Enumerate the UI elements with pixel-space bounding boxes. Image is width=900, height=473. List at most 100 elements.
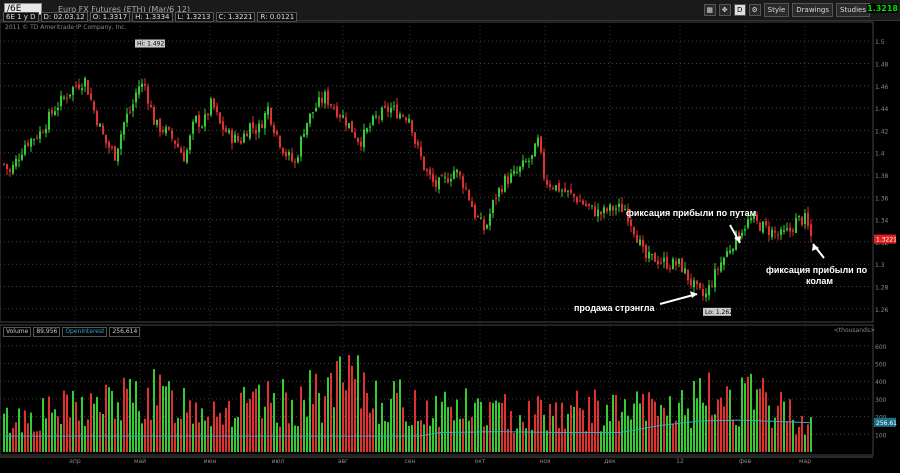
volume-bar xyxy=(474,402,476,452)
price-tick-label: 1.44 xyxy=(875,106,889,113)
volume-bar xyxy=(144,418,146,452)
volume-bar xyxy=(795,434,797,452)
candle-body xyxy=(108,142,110,148)
volume-bar xyxy=(393,381,395,452)
volume-bar xyxy=(213,401,215,452)
settings-icon[interactable]: ⚙ xyxy=(748,4,761,16)
candle-body xyxy=(246,133,248,137)
volume-bar xyxy=(636,391,638,452)
candle-body xyxy=(18,159,20,161)
candle-body xyxy=(282,147,284,154)
candle-body xyxy=(21,154,23,160)
volume-bar xyxy=(240,392,242,452)
candle-body xyxy=(570,189,572,193)
volume-bar xyxy=(324,396,326,452)
volume-bar xyxy=(441,401,443,452)
candle-body xyxy=(459,171,461,176)
candle-body xyxy=(732,248,734,252)
volume-bar xyxy=(147,387,149,452)
candle-body xyxy=(474,205,476,218)
volume-bar xyxy=(732,419,734,452)
volume-bar xyxy=(495,400,497,452)
candle-body xyxy=(495,198,497,200)
candle-body xyxy=(252,122,254,128)
drawings-button[interactable]: Drawings xyxy=(792,3,834,17)
volume-bar xyxy=(465,388,467,452)
candle-body xyxy=(810,224,812,237)
volume-bar xyxy=(108,387,110,452)
period-button[interactable]: D xyxy=(733,4,746,16)
volume-bar xyxy=(156,405,158,452)
candle-body xyxy=(726,251,728,257)
toolbar-right: ▦ ✥ D ⚙ Style Drawings Studies xyxy=(703,3,870,17)
volume-bar xyxy=(558,428,560,452)
pan-icon[interactable]: ✥ xyxy=(718,4,731,16)
candle-body xyxy=(750,218,752,221)
candle-body xyxy=(270,107,272,125)
candle-body xyxy=(87,80,89,95)
candle-body xyxy=(648,252,650,259)
candle-body xyxy=(210,98,212,115)
volume-bar xyxy=(768,405,770,452)
studies-button[interactable]: Studies xyxy=(836,3,870,17)
volume-bar xyxy=(735,425,737,452)
candle-body xyxy=(807,212,809,227)
candle-body xyxy=(324,92,326,104)
volume-bar xyxy=(387,422,389,452)
volume-bar xyxy=(3,413,5,452)
volume-bar xyxy=(273,392,275,452)
volume-bar xyxy=(129,379,131,452)
volume-bar xyxy=(741,377,743,452)
candle-body xyxy=(3,163,5,165)
volume-bar xyxy=(783,401,785,452)
grid-icon[interactable]: ▦ xyxy=(703,4,716,16)
candle-body xyxy=(219,112,221,124)
volume-bar xyxy=(84,425,86,452)
candle-body xyxy=(159,119,161,132)
volume-bar xyxy=(312,403,314,452)
candle-body xyxy=(75,85,77,87)
candle-body xyxy=(783,230,785,232)
candle-body xyxy=(501,188,503,192)
volume-bar xyxy=(483,426,485,452)
volume-bar xyxy=(57,416,59,452)
candle-body xyxy=(105,134,107,144)
volume-bar xyxy=(462,418,464,452)
candle-body xyxy=(735,231,737,250)
volume-bar xyxy=(342,382,344,452)
candle-body xyxy=(249,123,251,139)
candle-body xyxy=(603,207,605,214)
candle-body xyxy=(51,110,53,114)
candle-body xyxy=(639,239,641,245)
candle-body xyxy=(30,138,32,147)
candle-body xyxy=(555,185,557,191)
candle-body xyxy=(351,120,353,133)
x-tick-label: 12 xyxy=(676,458,684,465)
volume-bar xyxy=(138,411,140,452)
candle-body xyxy=(537,137,539,146)
candle-body xyxy=(33,139,35,141)
x-tick-label: дек xyxy=(604,458,616,465)
volume-bar xyxy=(315,373,317,452)
high-label: Hi: 1.4925 xyxy=(137,41,168,48)
symbol-description: Euro FX Futures (ETH) (Mar/6 12) xyxy=(58,5,191,14)
volume-bar xyxy=(9,432,11,452)
volume-bar xyxy=(222,424,224,452)
volume-bar xyxy=(591,422,593,452)
price-tick-label: 1.34 xyxy=(875,218,889,225)
low-label: Lo: 1.2627 xyxy=(705,309,737,316)
candle-body xyxy=(165,127,167,134)
volume-bar xyxy=(201,408,203,452)
candle-body xyxy=(294,161,296,163)
style-button[interactable]: Style xyxy=(763,3,790,17)
candle-body xyxy=(477,216,479,218)
candle-body xyxy=(549,184,551,187)
volume-bar xyxy=(603,425,605,452)
volume-bar xyxy=(99,412,101,452)
volume-bar xyxy=(162,385,164,452)
volume-bar xyxy=(51,412,53,452)
volume-bar xyxy=(684,415,686,452)
candle-body xyxy=(342,115,344,118)
volume-panel-frame xyxy=(0,324,874,456)
